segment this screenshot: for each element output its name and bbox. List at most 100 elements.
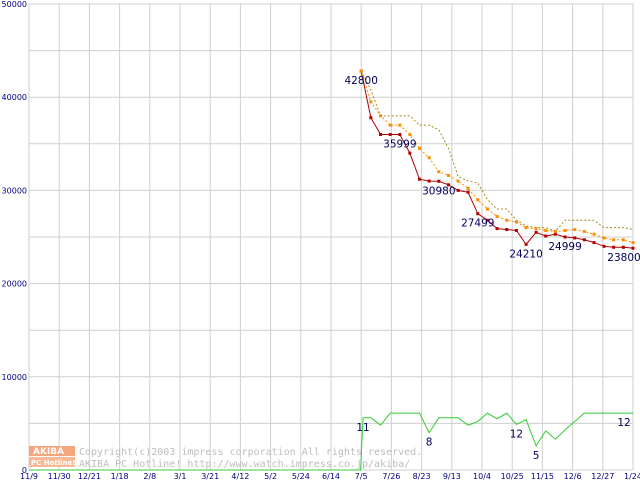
point-min [485,218,489,222]
point-avg [466,187,470,191]
point-avg [621,238,625,242]
point-min [495,227,499,231]
watermark-badge-bottom: PC Hotline! [31,459,75,467]
x-tick-label: 12/21 [78,472,101,480]
point-avg [437,170,441,174]
point-min [456,188,460,192]
point-avg [388,123,392,127]
point-avg [534,227,538,231]
point-avg [417,146,421,150]
point-min [544,234,548,238]
x-tick-label: 11/9 [20,472,38,480]
point-avg [398,123,402,127]
x-tick-label: 10/4 [473,472,491,480]
point-min [427,179,431,183]
point-min [446,183,450,187]
data-labels: 42800 35999 30980 27499 24210 24999 23800 11 8 12… [344,75,640,462]
series-line-max [360,70,634,233]
data-label: 42800 [344,75,377,87]
point-avg [602,236,606,240]
y-axis-ticks: 0 10000 20000 30000 40000 50000 [2,0,27,475]
point-avg [446,173,450,177]
data-label: 11 [356,422,369,434]
point-avg [495,214,499,218]
point-min [524,242,528,246]
watermark-badge-lower [29,457,75,467]
series-markers [359,69,635,250]
point-min [369,116,373,120]
point-min [505,228,509,232]
x-tick-label: 7/5 [355,472,368,480]
x-tick-label: 3/1 [174,472,187,480]
point-avg [544,228,548,232]
x-tick-label: 5/2 [264,472,277,480]
x-axis-ticks: 11/9 11/30 12/21 1/18 2/8 3/1 3/21 4/12 5/2 5/24 6… [20,472,640,480]
x-tick-label: 10/25 [501,472,524,480]
point-min [621,245,625,249]
point-avg [563,228,567,232]
data-label: 24999 [548,241,581,253]
point-avg [582,229,586,233]
point-min [534,230,538,234]
data-label: 27499 [461,218,494,230]
y-tick-label: 0 [22,466,27,475]
x-tick-label: 1/18 [111,472,129,480]
watermark-copyright: Copyright(c)2003 impress corporation All… [79,447,422,458]
y-tick-label: 40000 [2,93,27,102]
point-avg [359,69,363,73]
point-min [388,132,392,136]
point-avg [408,132,412,136]
x-tick-label: 8/23 [413,472,431,480]
y-tick-label: 30000 [2,186,27,195]
point-avg [427,156,431,160]
point-min [573,236,577,240]
watermark: AKIBA PC Hotline! Copyright(c)2003 impre… [29,446,422,470]
data-label: 30980 [422,185,455,197]
point-min [592,241,596,245]
point-min [466,190,470,194]
point-min [514,228,518,232]
x-tick-label: 12/27 [591,472,614,480]
watermark-badge [29,446,75,456]
point-min [476,212,480,216]
point-min [379,132,383,136]
x-tick-label: 5/24 [292,472,310,480]
point-min [563,235,567,239]
point-avg [369,100,373,104]
point-avg [573,228,577,232]
x-tick-label: 11/30 [48,472,71,480]
watermark-url: AKIBA PC Hotline! http://www.watch.impre… [79,459,410,470]
point-avg [631,241,635,245]
data-label: 12 [510,428,523,440]
grid-lines [28,3,634,471]
point-min [582,238,586,242]
point-avg [379,114,383,118]
x-tick-label: 6/14 [322,472,340,480]
point-min [408,151,412,155]
point-avg [505,218,509,222]
series-line-shops [29,412,633,471]
x-tick-label: 4/12 [231,472,249,480]
point-avg [524,226,528,230]
x-tick-label: 7/26 [382,472,400,480]
series-line-avg [360,70,634,244]
x-tick-label: 2/8 [143,472,156,480]
data-label: 24210 [509,248,542,260]
y-tick-label: 20000 [2,280,27,289]
y-tick-label: 10000 [2,373,27,382]
data-label: 8 [426,437,433,449]
point-min [437,179,441,183]
point-avg [612,238,616,242]
point-avg [514,220,518,224]
data-label: 35999 [383,138,416,150]
x-tick-label: 11/15 [531,472,554,480]
point-min [398,132,402,136]
data-label: 12 [617,417,630,429]
point-avg [485,207,489,211]
x-tick-label: 9/13 [443,472,461,480]
data-label: 23800 [607,252,640,264]
x-tick-label: 1/24 [624,472,640,480]
point-avg [476,198,480,202]
x-tick-label: 3/21 [201,472,219,480]
